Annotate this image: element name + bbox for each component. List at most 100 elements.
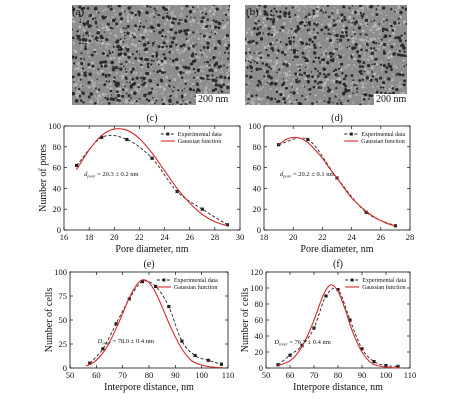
sem-pore <box>167 16 171 20</box>
sem-grain <box>171 63 174 66</box>
sem-pore <box>174 31 178 35</box>
sem-grain <box>199 65 203 69</box>
sem-pore <box>308 38 312 42</box>
sem-grain <box>188 70 192 74</box>
sem-grain <box>399 16 403 19</box>
sem-grain <box>283 71 285 74</box>
sem-grain <box>282 29 285 33</box>
sem-grain <box>396 24 399 27</box>
y-tick-label: 60 <box>255 315 264 325</box>
sem-pore <box>199 49 202 52</box>
sem-grain <box>278 64 281 67</box>
sem-grain <box>97 28 100 32</box>
sem-pore <box>338 80 342 84</box>
sem-pore <box>211 78 214 81</box>
sem-grain <box>98 81 101 84</box>
sem-pore <box>257 19 260 23</box>
sem-pore <box>339 34 343 38</box>
sem-grain <box>371 13 374 16</box>
sem-pore <box>262 32 265 34</box>
sem-grain <box>187 73 190 75</box>
sem-grain <box>378 7 381 10</box>
sem-pore <box>105 80 108 83</box>
sem-pore <box>338 55 342 59</box>
sem-grain <box>245 58 248 60</box>
sem-pore <box>199 33 202 35</box>
sem-grain <box>304 90 307 93</box>
sem-pore <box>209 59 212 61</box>
sem-grain <box>306 95 309 98</box>
sem-pore <box>335 33 339 38</box>
y-tick-label: 0 <box>63 363 67 373</box>
sem-grain <box>72 42 76 45</box>
sem-grain <box>177 27 179 29</box>
sem-grain <box>332 30 335 33</box>
sem-grain <box>370 57 374 60</box>
sem-pore <box>117 83 120 87</box>
sem-grain <box>339 89 341 92</box>
sem-grain <box>88 65 92 69</box>
sem-grain <box>388 82 392 85</box>
sem-grain <box>102 42 105 45</box>
sem-grain <box>182 50 185 53</box>
sem-grain <box>291 97 294 100</box>
sem-pore <box>160 71 164 74</box>
sem-pore <box>153 60 155 62</box>
sem-pore <box>196 68 201 72</box>
sem-grain <box>119 102 121 104</box>
sem-grain <box>88 76 92 80</box>
sem-pore <box>292 59 294 61</box>
sem-pore <box>305 42 309 46</box>
sem-grain <box>102 69 105 72</box>
x-tick-label: 50 <box>66 370 75 380</box>
sem-pore <box>118 5 122 8</box>
sem-grain <box>114 13 116 15</box>
sem-grain <box>265 95 267 97</box>
sem-grain <box>165 21 168 24</box>
sem-grain <box>91 81 95 85</box>
sem-grain <box>336 20 339 23</box>
sem-pore <box>378 42 381 45</box>
sem-grain <box>156 89 159 92</box>
sem-grain <box>254 56 257 60</box>
sem-grain <box>311 46 313 49</box>
sem-grain <box>97 94 101 98</box>
sem-pore <box>279 92 283 97</box>
sem-pore <box>120 17 124 21</box>
sem-pore <box>155 12 157 15</box>
sem-grain <box>272 94 275 96</box>
sem-grain <box>289 17 292 20</box>
sem-pore <box>320 9 323 12</box>
sem-grain <box>356 9 360 13</box>
sem-grain <box>332 79 336 82</box>
sem-pore <box>348 45 351 48</box>
sem-grain <box>178 83 181 86</box>
sem-pore <box>158 13 161 17</box>
sem-grain <box>109 57 113 60</box>
sem-grain <box>301 63 303 66</box>
sem-grain <box>179 100 182 103</box>
sem-pore <box>76 30 79 33</box>
sem-grain <box>149 21 153 25</box>
sem-pore <box>354 20 359 24</box>
sem-pore <box>97 68 100 71</box>
sem-pore <box>143 81 147 85</box>
sem-pore <box>91 17 95 21</box>
sem-grain <box>342 24 345 28</box>
sem-pore <box>188 87 193 91</box>
sem-pore <box>399 10 403 15</box>
sem-grain <box>228 62 230 65</box>
sem-grain <box>359 38 362 41</box>
sem-pore <box>226 33 229 36</box>
legend-entry-experimental: Experimental data <box>361 132 405 138</box>
sem-pore <box>271 49 275 52</box>
sem-pore <box>374 57 378 61</box>
sem-grain <box>300 89 303 91</box>
sem-grain <box>76 93 80 97</box>
sem-pore <box>289 91 292 94</box>
sem-grain <box>261 55 265 59</box>
sem-pore <box>171 90 174 93</box>
sem-pore <box>368 93 372 98</box>
sem-pore <box>159 78 164 83</box>
sem-pore <box>119 45 122 49</box>
